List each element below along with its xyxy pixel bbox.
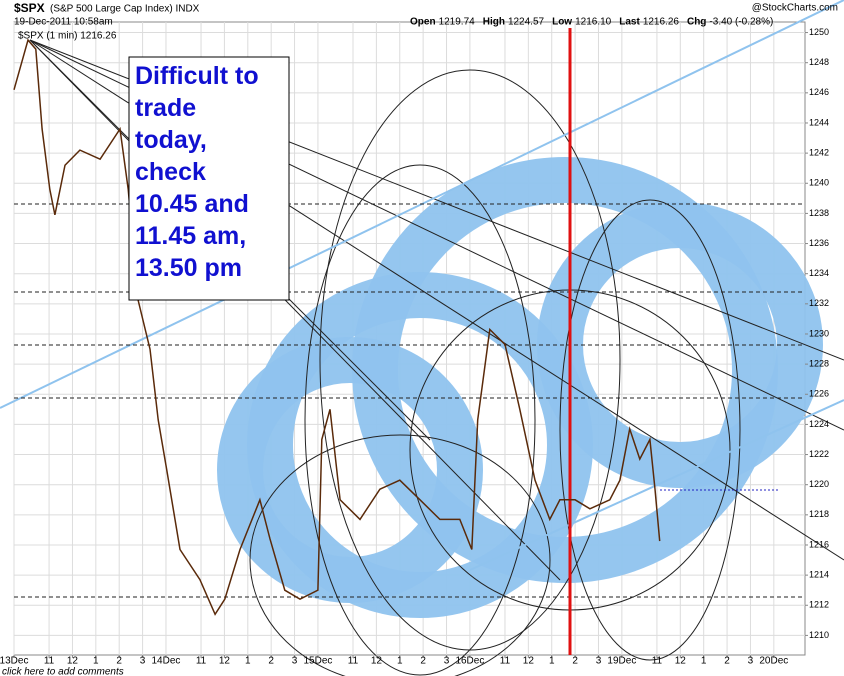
symbol: $SPX bbox=[14, 1, 45, 15]
x-tick-label: 12 bbox=[67, 656, 79, 667]
y-tick-label: 1222 bbox=[809, 449, 829, 459]
x-tick-label: 16Dec bbox=[455, 656, 484, 667]
x-tick-label: 3 bbox=[292, 656, 298, 667]
fan-line bbox=[29, 39, 561, 581]
timestamp: 19-Dec-2011 10:58am bbox=[14, 17, 113, 28]
x-tick-label: 12 bbox=[675, 656, 687, 667]
stat-label: High bbox=[483, 17, 505, 28]
note-line: 11.45 am, bbox=[135, 222, 246, 250]
y-tick-label: 1226 bbox=[809, 389, 829, 399]
x-tick-label: 20Dec bbox=[759, 656, 788, 667]
stat-label: Last bbox=[619, 17, 640, 28]
footer: click here to add comments bbox=[2, 667, 124, 676]
y-tick-label: 1224 bbox=[809, 419, 829, 429]
x-tick-label: 14Dec bbox=[152, 656, 181, 667]
y-tick-label: 1210 bbox=[809, 630, 829, 640]
y-tick-label: 1244 bbox=[809, 117, 829, 127]
x-tick-label: 2 bbox=[420, 656, 426, 667]
note-line: today, bbox=[135, 126, 207, 154]
x-tick-label: 11 bbox=[348, 656, 359, 667]
stat-value: 1219.74 bbox=[439, 17, 476, 28]
x-tick-label: 1 bbox=[93, 656, 99, 667]
x-tick-label: 11 bbox=[500, 656, 511, 667]
y-tick-label: 1234 bbox=[809, 268, 829, 278]
x-tick-label: 2 bbox=[268, 656, 274, 667]
stats: Open 1219.74 High 1224.57 Low 1216.10 Last 1216… bbox=[410, 17, 773, 28]
cycle-ellipse bbox=[559, 199, 741, 661]
y-tick-label: 1242 bbox=[809, 147, 829, 157]
note-line: trade bbox=[135, 94, 196, 122]
y-tick-label: 1212 bbox=[809, 600, 829, 610]
x-tick-label: 3 bbox=[140, 656, 146, 667]
x-tick-label: 12 bbox=[219, 656, 231, 667]
x-tick-label: 11 bbox=[652, 656, 663, 667]
legend-entry: $SPX (1 min) 1216.26 bbox=[18, 31, 117, 42]
x-tick-label: 12 bbox=[523, 656, 535, 667]
cycle-ellipse bbox=[249, 434, 551, 676]
y-tick-label: 1214 bbox=[809, 569, 829, 579]
note-line: check bbox=[135, 158, 206, 186]
x-tick-label: 2 bbox=[572, 656, 578, 667]
stat-label: Low bbox=[552, 17, 572, 28]
y-tick-label: 1246 bbox=[809, 87, 829, 97]
y-tick-label: 1248 bbox=[809, 57, 829, 67]
y-tick-label: 1250 bbox=[809, 27, 829, 37]
note-line: Difficult to bbox=[135, 62, 259, 90]
price bbox=[13, 38, 661, 616]
y-tick-label: 1230 bbox=[809, 328, 829, 338]
y-tick-label: 1232 bbox=[809, 298, 829, 308]
y-tick-label: 1218 bbox=[809, 509, 829, 519]
stat-value: -3.40 (-0.28%) bbox=[709, 17, 773, 28]
stat-label: Chg bbox=[687, 17, 706, 28]
x-tick-label: 15Dec bbox=[303, 656, 332, 667]
note-line: 13.50 pm bbox=[135, 254, 242, 282]
x-tick-label: 3 bbox=[748, 656, 754, 667]
x-tick-label: 12 bbox=[371, 656, 383, 667]
x-tick-label: 2 bbox=[724, 656, 730, 667]
note-box: Difficult to trade today, check 10.45 and 11.… bbox=[128, 56, 290, 301]
stat-value: 1216.10 bbox=[575, 17, 612, 28]
stat-label: Open bbox=[410, 17, 436, 28]
x-tick-label: 1 bbox=[549, 656, 555, 667]
x-tick-label: 3 bbox=[444, 656, 450, 667]
x-tick-label: 1 bbox=[701, 656, 707, 667]
y-tick-label: 1238 bbox=[809, 208, 829, 218]
cycle-ellipse bbox=[304, 164, 536, 676]
y-tick-label: 1240 bbox=[809, 178, 829, 188]
subtitle: (S&P 500 Large Cap Index) INDX bbox=[50, 4, 200, 15]
y-tick-label: 1236 bbox=[809, 238, 829, 248]
note-text: Difficult to trade today, check 10.45 and 11.… bbox=[135, 62, 259, 282]
x-tick-label: 11 bbox=[196, 656, 207, 667]
x-tick-label: 13Dec bbox=[0, 656, 28, 667]
trend-line bbox=[469, 399, 844, 571]
x-tick-label: 2 bbox=[116, 656, 122, 667]
x-tick-label: 3 bbox=[596, 656, 602, 667]
x-tick-label: 1 bbox=[397, 656, 403, 667]
x-tick-label: 1 bbox=[245, 656, 251, 667]
x-tick-label: 11 bbox=[44, 656, 55, 667]
y-tick-label: 1228 bbox=[809, 358, 829, 368]
y-tick-label: 1216 bbox=[809, 539, 829, 549]
note-frame bbox=[128, 56, 290, 301]
y-tick-label: 1220 bbox=[809, 479, 829, 489]
source: @StockCharts.com bbox=[752, 3, 838, 14]
price-line bbox=[13, 38, 661, 616]
stat-value: 1216.26 bbox=[643, 17, 680, 28]
x-tick-label: 19Dec bbox=[607, 656, 636, 667]
stat-value: 1224.57 bbox=[508, 17, 545, 28]
note-line: 10.45 and bbox=[135, 190, 249, 218]
